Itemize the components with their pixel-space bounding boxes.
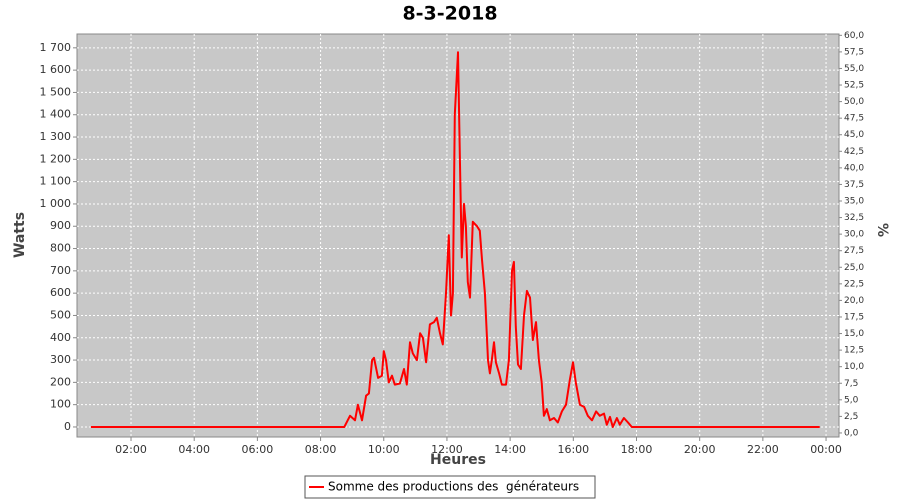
y-tick-label: 100 (50, 398, 71, 411)
x-tick-label: 10:00 (368, 443, 400, 456)
x-tick-label: 16:00 (557, 443, 589, 456)
y2-tick-label: 57,5 (844, 47, 864, 57)
y2-tick-label: 45,0 (844, 130, 864, 140)
y-tick-label: 500 (50, 308, 71, 321)
y-tick-label: 1 200 (40, 152, 72, 165)
y2-tick-label: 0,0 (844, 428, 859, 438)
y2-tick-label: 22,5 (844, 279, 864, 289)
y2-tick-label: 25,0 (844, 263, 864, 273)
y-tick-label: 900 (50, 219, 71, 232)
y2-tick-label: 60,0 (844, 31, 864, 41)
y2-tick-label: 17,5 (844, 312, 864, 322)
x-tick-label: 18:00 (621, 443, 653, 456)
y2-tick-label: 50,0 (844, 97, 864, 107)
y2-tick-label: 27,5 (844, 246, 864, 256)
x-tick-label: 04:00 (178, 443, 210, 456)
y-tick-label: 400 (50, 331, 71, 344)
y-tick-label: 1 500 (40, 85, 72, 98)
x-tick-label: 22:00 (747, 443, 779, 456)
y-tick-label: 700 (50, 264, 71, 277)
y-tick-label: 1 100 (40, 175, 72, 188)
x-tick-label: 12:00 (431, 443, 463, 456)
x-tick-label: 02:00 (115, 443, 147, 456)
y-tick-label: 1 300 (40, 130, 72, 143)
y2-tick-label: 15,0 (844, 329, 864, 339)
x-tick-label: 06:00 (242, 443, 274, 456)
y2-tick-label: 35,0 (844, 197, 864, 207)
y-tick-label: 1 000 (40, 197, 72, 210)
y2-tick-label: 5,0 (844, 395, 859, 405)
x-tick-label: 08:00 (305, 443, 337, 456)
chart-title: 8-3-2018 (402, 3, 497, 25)
y-tick-label: 1 600 (40, 63, 72, 76)
y-tick-label: 1 700 (40, 41, 72, 54)
y2-tick-label: 20,0 (844, 296, 864, 306)
x-tick-label: 00:00 (810, 443, 842, 456)
y2-tick-label: 47,5 (844, 114, 864, 124)
y2-tick-label: 2,5 (844, 412, 858, 422)
y2-axis-label: % (874, 223, 890, 237)
y2-tick-label: 10,0 (844, 362, 864, 372)
legend-label: Somme des productions des générateurs (328, 480, 579, 494)
y2-tick-label: 52,5 (844, 81, 864, 91)
y-axis-label: Watts (12, 212, 28, 258)
y-tick-label: 800 (50, 242, 71, 255)
y2-tick-label: 7,5 (844, 379, 858, 389)
data-line (90, 51, 820, 428)
x-tick-label: 14:00 (494, 443, 526, 456)
y2-tick-label: 37,5 (844, 180, 864, 190)
y2-tick-label: 40,0 (844, 163, 864, 173)
y2-tick-label: 30,0 (844, 230, 864, 240)
y2-tick-label: 32,5 (844, 213, 864, 223)
legend (304, 475, 596, 499)
y-tick-label: 300 (50, 353, 71, 366)
y2-tick-label: 12,5 (844, 346, 864, 356)
y-tick-label: 0 (64, 420, 71, 433)
y-tick-label: 200 (50, 375, 71, 388)
y2-tick-label: 42,5 (844, 147, 864, 157)
y2-tick-label: 55,0 (844, 64, 864, 74)
x-tick-label: 20:00 (684, 443, 716, 456)
y-tick-label: 1 400 (40, 108, 72, 121)
x-axis-label: Heures (430, 452, 486, 468)
y-tick-label: 600 (50, 286, 71, 299)
